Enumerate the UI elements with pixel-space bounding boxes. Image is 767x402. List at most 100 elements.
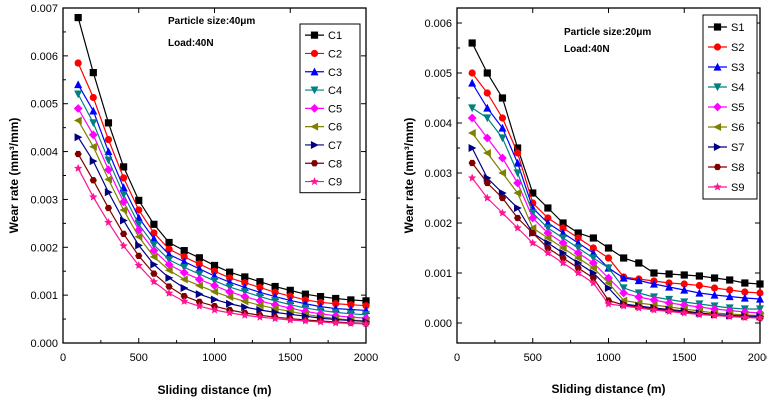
chart-2-point-s4: [543, 224, 552, 233]
chart-1-point-c9: [164, 288, 174, 297]
chart-2-point-s5: [664, 298, 674, 308]
chart-1-point-c6: [240, 297, 249, 306]
chart-2-point-s6: [498, 169, 507, 177]
chart-1-point-c2: [316, 298, 325, 306]
chart-2-point-s2: [498, 114, 507, 122]
chart-2-point-s9: [513, 223, 522, 232]
chart-2-legend-label: S6: [731, 122, 744, 134]
chart-1-point-c8: [150, 270, 158, 277]
chart-2-legend-marker: [713, 102, 722, 112]
chart-1-point-c1: [271, 282, 279, 291]
chart-1-point-c1: [104, 119, 113, 127]
chart-2-legend: S1 S2 S3 S4 S5 S6 S7 S8 S9: [702, 14, 758, 200]
chart-1-point-c4: [165, 256, 174, 264]
chart-2-point-s5: [528, 213, 538, 223]
chart-2-point-s9: [528, 238, 537, 247]
chart-2-legend-marker: [713, 182, 722, 191]
chart-1-legend-marker: [310, 86, 319, 95]
chart-1-point-c4: [240, 288, 249, 296]
chart-2-point-s7: [468, 144, 477, 152]
chart-1-legend-marker: [310, 31, 319, 39]
chart-2-point-s6: [483, 149, 491, 157]
chart-2-point-s1: [680, 271, 688, 279]
chart-1-point-c9: [134, 261, 143, 270]
chart-2-point-s8: [589, 274, 597, 282]
chart-1-point-c2: [104, 136, 113, 144]
chart-2-point-s1: [483, 69, 491, 77]
chart-1-series-c1: [74, 13, 370, 305]
chart-2-point-s6: [589, 264, 597, 272]
chart-1-legend-label: C3: [328, 67, 342, 79]
chart-1-point-c9: [346, 318, 356, 327]
chart-2-xtick-label: 1500: [672, 352, 696, 364]
chart-1-point-c7: [165, 273, 174, 282]
chart-1-point-c9: [301, 316, 310, 325]
chart-2-point-s3: [756, 294, 764, 303]
chart-1-point-c8: [165, 283, 173, 290]
chart-2-ytick-label: 0.001: [424, 268, 452, 280]
chart-1-point-c6: [164, 266, 173, 275]
chart-2-point-s5: [482, 133, 492, 143]
chart-1-point-c5: [194, 274, 204, 284]
chart-2-point-s6: [543, 234, 552, 242]
chart-1-legend-label: C8: [328, 158, 342, 170]
chart-1-series-c9: [73, 163, 371, 328]
chart-2-point-s2: [468, 69, 476, 77]
chart-1-point-c1: [256, 278, 264, 286]
chart-2-point-s2: [710, 284, 719, 292]
chart-2-annotation-load: Load:40N: [564, 44, 610, 55]
chart-2-point-s9: [710, 311, 719, 320]
chart-1-point-c2: [180, 253, 188, 261]
chart-1-point-c8: [180, 292, 188, 300]
chart-1-xtick-label: 1500: [278, 352, 302, 364]
chart-1-point-c2: [89, 93, 97, 102]
chart-1-point-c1: [226, 268, 234, 276]
chart-1-point-c1: [347, 296, 355, 304]
chart-1-point-c2: [271, 288, 279, 296]
chart-2-line-s4: [471, 107, 760, 310]
chart-2-point-s2: [574, 234, 582, 242]
chart-1-point-c1: [241, 273, 249, 281]
chart-1-point-c2: [210, 267, 219, 275]
chart-1-point-c1: [286, 286, 294, 294]
chart-1-point-c6: [104, 175, 113, 184]
chart-1-point-c8: [104, 204, 113, 212]
chart-2-point-s8: [514, 214, 522, 222]
chart-2-point-s8: [574, 264, 582, 272]
chart-1-ytick-label: 0.006: [30, 51, 58, 63]
chart-2-point-s1: [574, 229, 582, 237]
chart-2-xtick-label: 2000: [748, 352, 767, 364]
chart-2-legend-label: S3: [731, 62, 744, 74]
chart-2-point-s9: [558, 258, 568, 267]
chart-2-point-s5: [679, 300, 689, 310]
chart-2-point-s3: [680, 285, 689, 294]
chart-2-ytick-label: 0.003: [424, 168, 452, 180]
chart-1-point-c9: [73, 163, 83, 172]
chart-2-series-s9: [467, 173, 765, 322]
chart-2-point-s2: [741, 288, 749, 296]
chart-1-point-c6: [270, 304, 279, 313]
chart-2-point-s4: [604, 264, 613, 273]
chart-2-point-s9: [725, 312, 734, 321]
chart-2-point-s8: [498, 194, 507, 202]
chart-2-ytick-label: 0.004: [424, 118, 452, 130]
chart-2-legend-label: S9: [731, 182, 744, 194]
chart-1-point-c6: [119, 205, 128, 214]
chart-1-point-c6: [73, 116, 82, 125]
chart-1-point-c6: [195, 281, 203, 290]
chart-1-point-c1: [180, 247, 188, 255]
chart-1-point-c2: [286, 292, 294, 300]
chart-2-point-s9: [634, 303, 643, 312]
chart-2-point-s1: [544, 204, 552, 212]
chart-1-point-c2: [135, 206, 143, 214]
chart-2-point-s4: [468, 104, 477, 113]
chart-1-point-c1: [362, 297, 370, 305]
chart-1-point-c7: [210, 295, 219, 304]
chart-2-point-s3: [483, 103, 492, 112]
chart-1-point-c7: [74, 133, 83, 142]
chart-1-point-c7: [226, 299, 234, 308]
chart-1-point-c5: [88, 130, 98, 140]
chart-1-ytick-label: 0.007: [30, 3, 58, 15]
chart-2-legend-marker: [713, 143, 722, 151]
chart-1-point-c3: [149, 234, 158, 243]
